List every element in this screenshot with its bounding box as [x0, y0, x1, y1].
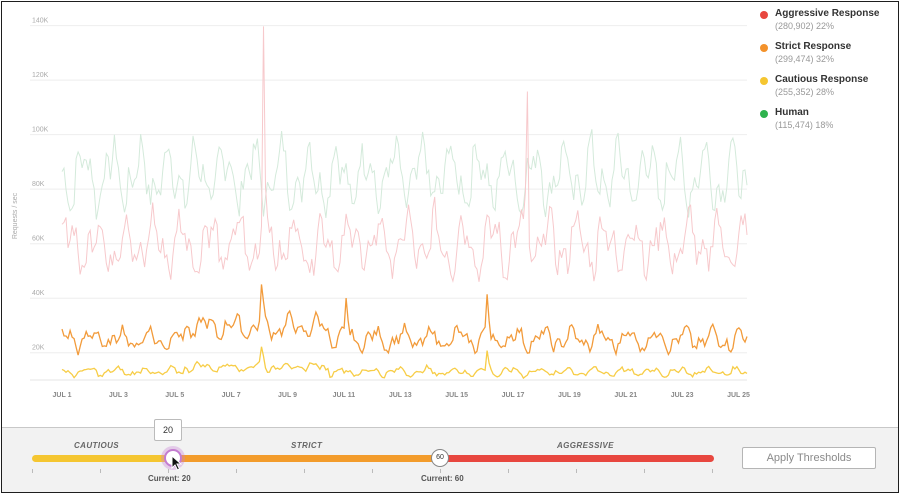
slider-tick [712, 469, 713, 473]
legend-detail: (115,474) 18% [775, 120, 834, 130]
zone-label-strict: STRICT [291, 441, 323, 450]
x-tick-label: JUL 13 [389, 392, 412, 399]
slider-tick [304, 469, 305, 473]
track-aggressive[interactable] [440, 455, 714, 462]
slider-tick [372, 469, 373, 473]
legend-item-human[interactable]: Human (115,474) 18% [760, 107, 896, 131]
y-tick-label: 60K [32, 236, 45, 243]
series-line-aggressive-response [61, 26, 748, 284]
legend-name: Aggressive Response [775, 8, 880, 19]
y-tick-label: 140K [32, 18, 49, 25]
y-tick-label: 80K [32, 181, 45, 188]
x-tick-label: JUL 1 [53, 392, 72, 399]
legend-dot-cautious [760, 77, 768, 85]
strict-threshold-handle[interactable]: 60 [431, 449, 449, 467]
grid-lines [30, 25, 747, 354]
series-line-strict-response [61, 284, 748, 357]
traffic-line-chart: 20K 40K 60K 80K 100K 120K 140K Requests / sec JU… [12, 18, 750, 399]
y-axis-label: Requests / sec [12, 192, 19, 239]
legend-item-cautious[interactable]: Cautious Response (255,352) 28% [760, 74, 896, 98]
x-tick-label: JUL 15 [445, 392, 468, 399]
series-line-human [61, 129, 748, 220]
slider-tick [644, 469, 645, 473]
apply-thresholds-button[interactable]: Apply Thresholds [742, 447, 876, 469]
x-tick-label: JUL 3 [109, 392, 128, 399]
y-tick-label: 20K [32, 345, 45, 352]
current-cautious-label: Current: 20 [148, 474, 191, 483]
zone-label-aggressive: AGGRESSIVE [557, 441, 614, 450]
legend-name: Cautious Response [775, 74, 869, 85]
slider-tick [440, 469, 441, 473]
x-tick-label: JUL 19 [558, 392, 581, 399]
legend-detail: (255,352) 28% [775, 87, 835, 97]
zone-label-cautious: CAUTIOUS [74, 441, 119, 450]
legend: Aggressive Response (280,902) 22% Strict… [760, 8, 896, 140]
x-tick-label: JUL 11 [333, 392, 356, 399]
legend-dot-strict [760, 44, 768, 52]
threshold-panel: CAUTIOUS STRICT AGGRESSIVE 20 60 Current… [2, 419, 898, 492]
legend-detail: (280,902) 22% [775, 21, 835, 31]
legend-detail: (299,474) 32% [775, 54, 835, 64]
series-lines [61, 26, 748, 380]
x-tick-label: JUL 7 [222, 392, 241, 399]
y-tick-label: 40K [32, 290, 45, 297]
legend-item-aggressive[interactable]: Aggressive Response (280,902) 22% [760, 8, 896, 32]
slider-tick [32, 469, 33, 473]
y-tick-label: 120K [32, 72, 49, 79]
x-tick-label: JUL 17 [502, 392, 525, 399]
x-tick-label: JUL 5 [165, 392, 184, 399]
slider-tick [236, 469, 237, 473]
x-tick-label: JUL 25 [727, 392, 750, 399]
slider-tick [508, 469, 509, 473]
threshold-value-tooltip: 20 [154, 419, 182, 441]
track-strict[interactable] [173, 455, 440, 462]
legend-name: Human [775, 107, 809, 118]
slider-tick [100, 469, 101, 473]
slider-tick [576, 469, 577, 473]
track-cautious[interactable] [32, 455, 173, 462]
legend-dot-aggressive [760, 11, 768, 19]
slider-tick [168, 469, 169, 473]
y-tick-label: 100K [32, 127, 49, 134]
axes: 20K 40K 60K 80K 100K 120K 140K Requests / sec JU… [12, 18, 750, 399]
x-tick-label: JUL 21 [614, 392, 637, 399]
legend-dot-human [760, 110, 768, 118]
series-line-cautious-response [61, 346, 748, 380]
legend-item-strict[interactable]: Strict Response (299,474) 32% [760, 41, 896, 65]
current-strict-label: Current: 60 [421, 474, 464, 483]
x-tick-label: JUL 23 [671, 392, 694, 399]
mouse-pointer-icon [171, 455, 183, 471]
legend-name: Strict Response [775, 41, 852, 52]
x-tick-label: JUL 9 [278, 392, 297, 399]
